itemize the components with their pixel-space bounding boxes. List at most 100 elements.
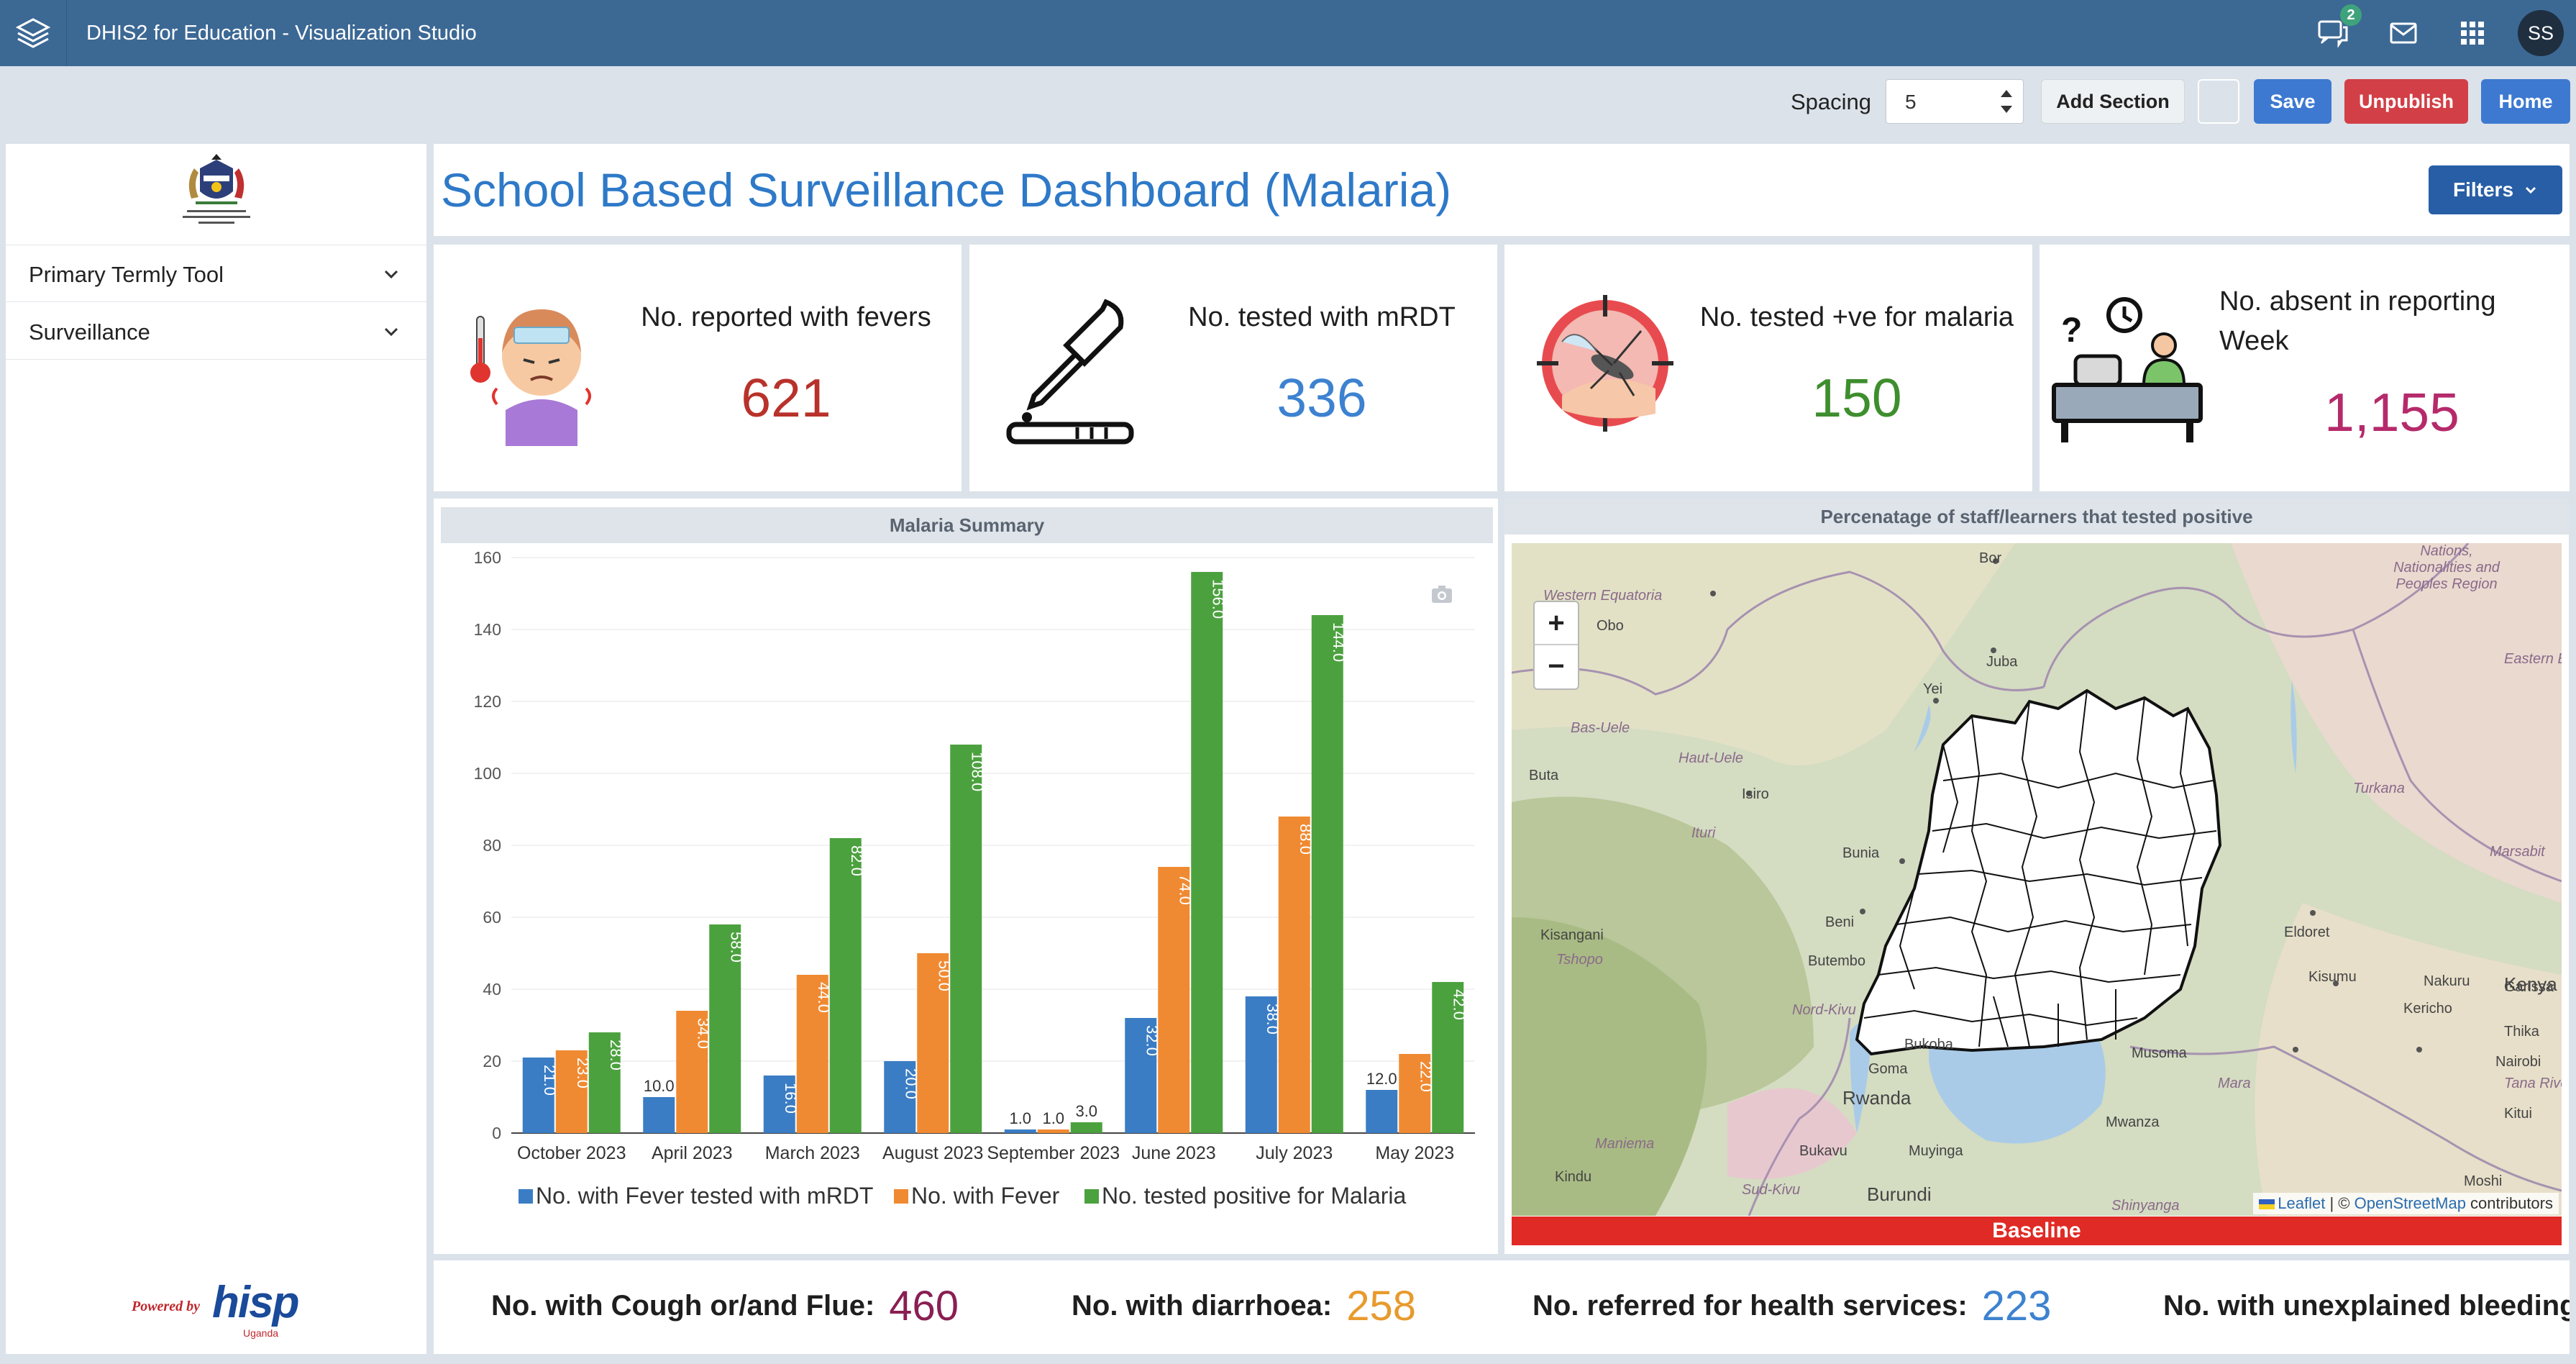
map-label: Kericho (2403, 1001, 2452, 1017)
kpi-value: 150 (1812, 368, 1902, 428)
bar[interactable] (1191, 572, 1223, 1133)
bar[interactable] (917, 953, 949, 1133)
openstreetmap-link[interactable]: OpenStreetMap (2354, 1194, 2466, 1212)
map-label: Mwanza (2106, 1114, 2160, 1130)
malaria-summary-chart[interactable]: 0 20 40 60 80 100 120 140 160 21.0 23.0 28.0 10.0 34… (434, 549, 1498, 1254)
bar[interactable] (829, 838, 862, 1133)
spacing-input[interactable]: 5 (1886, 79, 2024, 124)
leaflet-link[interactable]: Leaflet (2278, 1194, 2326, 1212)
data-label: 82.0 (848, 845, 866, 876)
map-label: Marsabit (2490, 844, 2545, 860)
stat-value: 223 (1981, 1283, 2052, 1329)
bar[interactable] (676, 1011, 708, 1133)
bar[interactable] (1311, 615, 1343, 1133)
chevron-down-icon (2525, 186, 2536, 194)
filters-label: Filters (2452, 178, 2514, 201)
camera-icon[interactable] (1432, 586, 1452, 603)
bar[interactable] (1432, 982, 1464, 1133)
zoom-out-button[interactable]: − (1548, 650, 1565, 682)
home-button[interactable]: Home (2481, 79, 2570, 124)
bar[interactable] (1004, 1129, 1036, 1133)
kpi-card-absent: ? No. absent in reporting Week 1,155 (2040, 245, 2570, 491)
y-tick-label: 40 (483, 980, 501, 999)
messages-icon[interactable] (2314, 14, 2352, 52)
bottom-stats-strip: No. with Cough or/and Flue: 460 No. with … (434, 1260, 2570, 1354)
stat-value: 460 (889, 1283, 959, 1329)
filters-button[interactable]: Filters (2429, 165, 2562, 214)
data-label: 21.0 (541, 1065, 559, 1096)
bar[interactable] (1037, 1129, 1069, 1133)
user-avatar[interactable]: SS (2518, 10, 2564, 56)
map-label: Beni (1825, 914, 1855, 930)
kpi-value: 621 (741, 368, 831, 428)
bar[interactable] (1366, 1090, 1398, 1133)
mail-icon[interactable] (2385, 14, 2422, 52)
map-label: Obo (1597, 618, 1624, 634)
legend-item[interactable]: No. tested positive for Malaria (1084, 1183, 1407, 1209)
data-label: 34.0 (694, 1018, 712, 1049)
bar[interactable] (763, 1076, 795, 1133)
sidebar-item-primary-termly-tool[interactable]: Primary Termly Tool (6, 245, 426, 302)
bar[interactable] (1278, 817, 1310, 1133)
map-view[interactable]: Bor Nations, Nationalities and Peoples Re… (1512, 543, 2562, 1216)
data-label: 12.0 (1366, 1070, 1397, 1088)
stat-cough-flu: No. with Cough or/and Flue: 460 (491, 1282, 959, 1330)
kpi-card-fevers: No. reported with fevers 621 (434, 245, 962, 491)
spacing-value: 5 (1905, 91, 1917, 113)
top-bar: DHIS2 for Education - Visualization Stud… (0, 0, 2576, 66)
bar[interactable] (1158, 867, 1190, 1133)
bar[interactable] (522, 1058, 554, 1133)
apps-grid-icon[interactable] (2454, 14, 2491, 52)
zoom-in-button[interactable]: + (1535, 602, 1578, 645)
bar[interactable] (1125, 1018, 1157, 1133)
x-tick-label: March 2023 (765, 1143, 860, 1163)
bar[interactable] (884, 1061, 916, 1133)
bar[interactable] (643, 1097, 675, 1133)
x-tick-label: July 2023 (1256, 1143, 1333, 1163)
data-label: 1.0 (1009, 1109, 1031, 1127)
map-label: Kisangani (1540, 927, 1604, 943)
unpublish-button[interactable]: Unpublish (2344, 79, 2468, 124)
map-label: Goma (1868, 1061, 1908, 1077)
map-zoom-control: + − (1533, 601, 1579, 690)
map-label: Nations, Nationalities and Peoples Regio… (2393, 543, 2500, 592)
add-section-button[interactable]: Add Section (2041, 79, 2185, 124)
bar[interactable] (1245, 996, 1277, 1133)
stat-label: No. referred for health services: (1533, 1290, 1968, 1322)
map-label: Mara (2218, 1076, 2251, 1091)
app-logo-icon[interactable] (0, 0, 67, 66)
mosquito-target-icon (1537, 295, 1673, 432)
sidebar-item-surveillance[interactable]: Surveillance (6, 302, 426, 360)
dropper-test-icon (1006, 299, 1134, 445)
y-tick-label: 80 (483, 836, 501, 855)
stat-diarrhoea: No. with diarrhoea: 258 (1072, 1282, 1416, 1330)
map-title: Percenatage of staff/learners that teste… (1504, 499, 2569, 535)
data-label: 3.0 (1075, 1102, 1097, 1120)
bar[interactable] (950, 745, 982, 1133)
bar[interactable] (555, 1050, 588, 1133)
bar[interactable] (709, 924, 741, 1133)
map-basemap (1512, 543, 2562, 1216)
background-color-swatch[interactable] (2198, 79, 2239, 124)
legend-swatch (1084, 1189, 1099, 1204)
hisp-country-text: Uganda (243, 1327, 279, 1339)
legend-label: No. with Fever tested with mRDT (536, 1183, 873, 1209)
bar[interactable] (1070, 1122, 1102, 1133)
sidebar: Primary Termly Tool Surveillance Powered… (6, 144, 426, 1354)
map-attribution: Leaflet | © OpenStreetMap contributors (2253, 1193, 2559, 1214)
map-label: Juba (1986, 654, 2018, 670)
save-button[interactable]: Save (2254, 79, 2331, 124)
chevron-down-icon (384, 270, 398, 279)
bar[interactable] (796, 975, 828, 1133)
map-label: Sud-Kivu (1742, 1182, 1801, 1198)
map-label: Rwanda (1842, 1087, 1912, 1109)
bar[interactable] (588, 1032, 621, 1133)
spacing-stepper-icon[interactable] (1997, 84, 2016, 119)
legend-item[interactable]: No. with Fever (894, 1183, 1060, 1209)
kpi-value: 1,155 (2324, 382, 2459, 442)
legend-item[interactable]: No. with Fever tested with mRDT (519, 1183, 873, 1209)
kpi-card-mrdt: No. tested with mRDT 336 (969, 245, 1497, 491)
bar[interactable] (1399, 1054, 1431, 1133)
map-label: Isiro (1742, 786, 1769, 802)
kpi-label: No. tested +ve for malaria (1699, 302, 2014, 332)
